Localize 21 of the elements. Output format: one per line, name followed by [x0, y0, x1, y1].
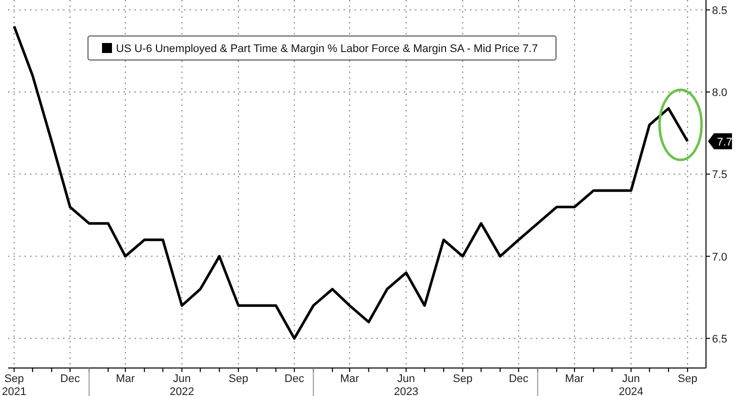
x-tick-label: Mar: [116, 373, 136, 385]
x-tick-label: Dec: [284, 373, 305, 385]
x-tick-label: Jun 2024: [618, 373, 644, 396]
legend-label: US U-6 Unemployed & Part Time & Margin % Labor Force & Margin SA - Mid Price 7.7: [116, 43, 538, 55]
x-tick-label: Sep 2021: [2, 373, 26, 396]
y-tick-label: 7.0: [712, 251, 728, 264]
x-tick-label: Jun 2023: [394, 373, 418, 396]
x-tick-label: Dec: [508, 373, 529, 385]
x-tick-label: Sep: [452, 373, 472, 385]
y-tick-label: 8.0: [712, 87, 728, 99]
x-tick-label: Jun 2022: [170, 373, 194, 396]
y-tick-label: 6.5: [712, 333, 728, 346]
annotation: 7.7: [717, 136, 732, 148]
y-tick-label: 7.5: [712, 169, 728, 182]
x-tick-label: Mar: [565, 373, 584, 385]
y-tick-label: 8.5: [712, 4, 728, 17]
x-tick-label: Dec: [60, 373, 80, 385]
x-tick-label: Mar: [340, 373, 360, 385]
x-tick-label: Sep: [678, 373, 698, 385]
line-series: [12, 24, 689, 340]
x-tick-label: Sep: [228, 373, 248, 385]
